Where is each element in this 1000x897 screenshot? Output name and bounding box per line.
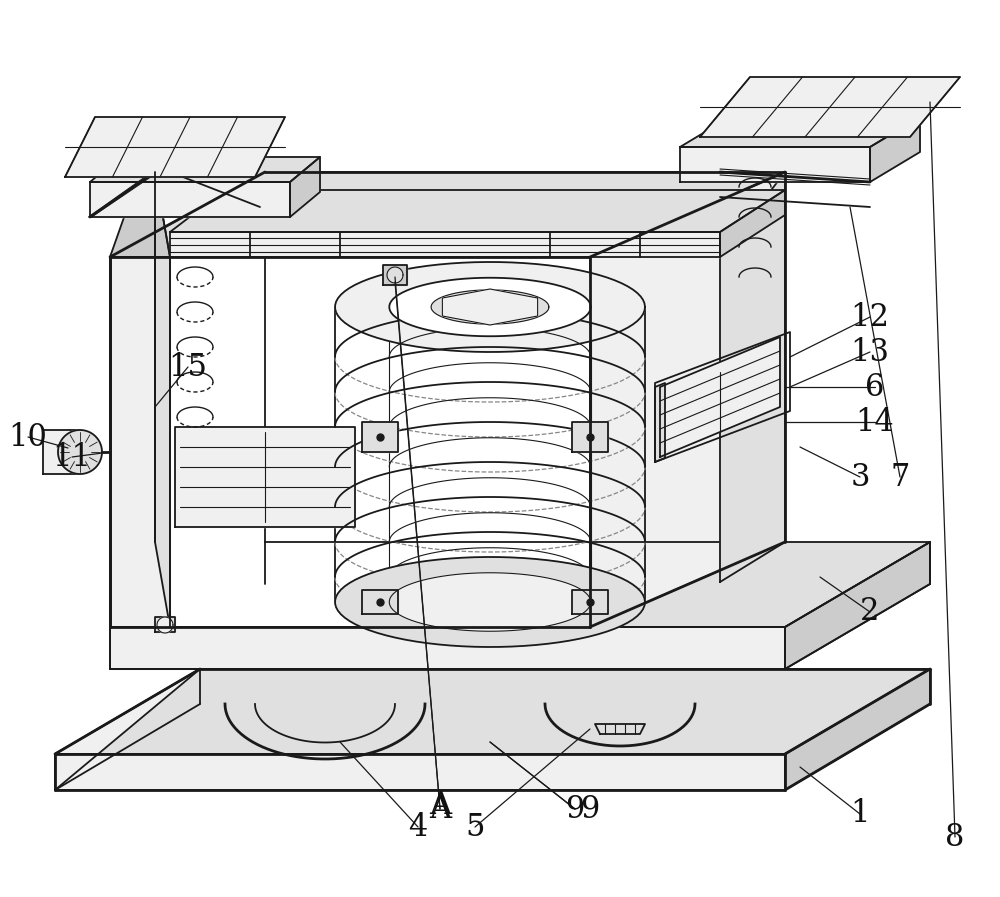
Text: 12: 12 (850, 301, 890, 333)
Text: 6: 6 (865, 371, 885, 403)
Text: A: A (429, 794, 451, 824)
Polygon shape (785, 542, 930, 669)
Polygon shape (335, 262, 645, 352)
Polygon shape (389, 573, 591, 631)
Text: 14: 14 (856, 406, 894, 438)
Polygon shape (680, 117, 920, 147)
Polygon shape (389, 278, 591, 336)
Text: A: A (429, 789, 451, 821)
Polygon shape (870, 117, 920, 182)
Text: 9: 9 (565, 794, 585, 824)
Polygon shape (43, 430, 80, 474)
Polygon shape (58, 430, 102, 474)
Text: 9: 9 (580, 794, 600, 824)
Polygon shape (590, 172, 785, 627)
Polygon shape (700, 77, 960, 137)
Text: 3: 3 (850, 461, 870, 492)
Polygon shape (55, 754, 785, 790)
Polygon shape (90, 182, 290, 217)
Text: 4: 4 (408, 812, 428, 842)
Text: 5: 5 (465, 812, 485, 842)
Text: 15: 15 (168, 352, 208, 382)
Text: 8: 8 (945, 822, 965, 852)
Text: 11: 11 (52, 441, 92, 473)
Text: 10: 10 (9, 422, 47, 452)
Polygon shape (55, 669, 200, 790)
Polygon shape (362, 590, 398, 614)
Polygon shape (290, 157, 320, 217)
Polygon shape (720, 172, 785, 582)
Polygon shape (680, 147, 870, 182)
Polygon shape (157, 617, 173, 633)
Polygon shape (265, 172, 785, 542)
Polygon shape (55, 669, 930, 754)
Polygon shape (175, 427, 355, 527)
Polygon shape (170, 232, 720, 257)
Polygon shape (110, 257, 590, 627)
Text: 13: 13 (850, 336, 890, 368)
Polygon shape (595, 724, 645, 734)
Polygon shape (65, 117, 285, 177)
Polygon shape (720, 190, 785, 257)
Polygon shape (655, 383, 665, 462)
Polygon shape (170, 190, 785, 232)
Polygon shape (660, 337, 780, 457)
Polygon shape (110, 172, 785, 257)
Polygon shape (110, 172, 170, 257)
Polygon shape (572, 590, 608, 614)
Polygon shape (572, 422, 608, 452)
Polygon shape (155, 617, 175, 632)
Polygon shape (785, 669, 930, 790)
Polygon shape (110, 542, 930, 627)
Polygon shape (431, 290, 549, 324)
Polygon shape (442, 289, 538, 325)
Polygon shape (110, 257, 170, 627)
Text: 7: 7 (890, 461, 910, 492)
Polygon shape (387, 267, 403, 283)
Polygon shape (110, 627, 785, 669)
Polygon shape (335, 557, 645, 647)
Polygon shape (90, 157, 320, 182)
Text: 2: 2 (860, 597, 880, 628)
Polygon shape (362, 422, 398, 452)
Text: 1: 1 (850, 798, 870, 830)
Polygon shape (155, 172, 170, 627)
Polygon shape (383, 265, 407, 285)
